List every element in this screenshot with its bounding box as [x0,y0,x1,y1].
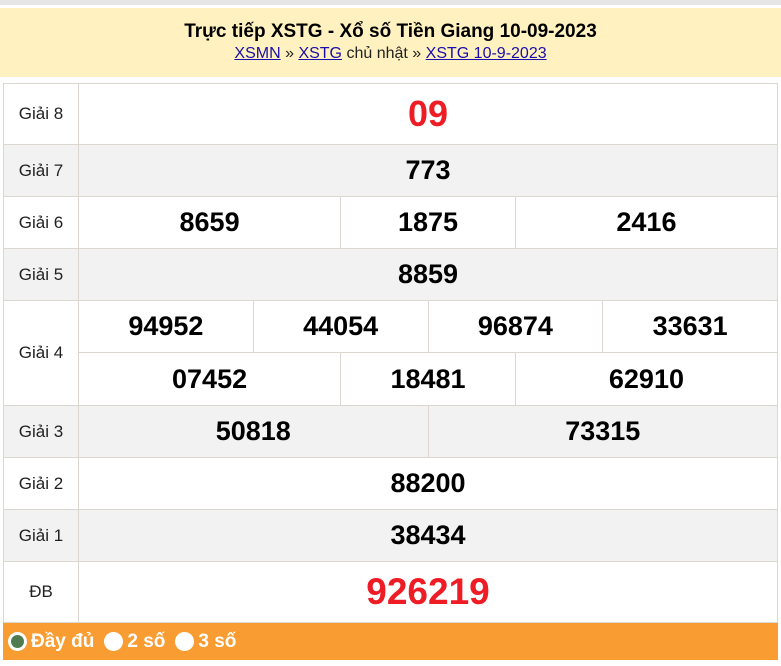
prize-number: 50818 [78,405,429,458]
prize-label: ĐB [3,561,79,623]
radio-icon[interactable] [175,632,195,651]
prize-number: 44054 [252,300,429,353]
row-giai-6: Giải 6 8659 1875 2416 [3,196,779,249]
prize-number: 8859 [78,248,778,301]
prize-label: Giải 3 [3,405,79,458]
breadcrumb-xstg[interactable]: XSTG [298,45,342,62]
option-full[interactable]: Đầy đủ [8,631,94,653]
breadcrumb: XSMN » XSTG chủ nhật » XSTG 10-9-2023 [0,45,781,63]
row-giai-5: Giải 5 8859 [3,248,778,301]
prize-number: 73315 [427,405,778,458]
prize-label: Giải 4 [3,300,79,406]
prize-label: Giải 7 [3,144,79,197]
row-giai-2: Giải 2 88200 [3,457,778,510]
prize-number: 8659 [77,196,342,249]
option-label: Đầy đủ [31,630,95,652]
prize-number: 1875 [340,196,516,249]
breadcrumb-date[interactable]: XSTG 10-9-2023 [425,45,547,62]
prize-number: 773 [78,144,778,197]
display-mode-bar: Đầy đủ 2 số 3 số [3,623,778,660]
option-label: 2 số [127,630,166,652]
prize-number: 07452 [77,352,342,406]
row-giai-7: Giải 7 773 [3,144,778,197]
breadcrumb-text: chủ nhật [346,45,408,62]
breadcrumb-separator: » [285,45,294,62]
prize-number: 38434 [78,509,778,562]
prize-number: 18481 [340,352,516,406]
prize-number: 94952 [78,300,254,353]
results-table: Giải 8 09 Giải 7 773 Giải 6 8659 1875 24… [3,83,779,623]
breadcrumb-xsmn[interactable]: XSMN [234,45,281,62]
row-giai-1: Giải 1 38434 [3,509,778,562]
prize-label: Giải 6 [3,196,79,249]
prize-number: 62910 [514,352,779,406]
radio-selected-icon[interactable] [8,632,27,651]
prize-number: 2416 [514,196,779,249]
row-giai-4-second: 07452 18481 62910 [4,352,779,406]
prize-label: Giải 5 [3,248,79,301]
row-giai-8: Giải 8 09 [3,83,778,145]
row-giai-4: Giải 4 94952 44054 96874 33631 [3,300,778,406]
prize-number: 96874 [427,300,604,353]
page-title: Trực tiếp XSTG - Xổ số Tiền Giang 10-09-… [184,21,597,42]
prize-number: 33631 [602,300,778,353]
radio-icon[interactable] [104,632,124,651]
breadcrumb-separator: » [412,45,422,62]
option-label: 3 số [198,630,237,652]
row-dac-biet: ĐB 926219 [3,561,778,623]
row-giai-3: Giải 3 50818 73315 [3,405,778,458]
prize-number: 09 [78,83,778,145]
prize-label: Giải 1 [3,509,79,562]
prize-number: 926219 [78,561,778,623]
results-header: Trực tiếp XSTG - Xổ số Tiền Giang 10-09-… [0,8,781,77]
option-3-digits[interactable]: 3 số [175,631,236,653]
prize-label: Giải 2 [3,457,79,510]
prize-number: 88200 [78,457,778,510]
option-2-digits[interactable]: 2 số [104,631,165,653]
prize-label: Giải 8 [3,83,79,145]
top-bar [0,0,781,5]
